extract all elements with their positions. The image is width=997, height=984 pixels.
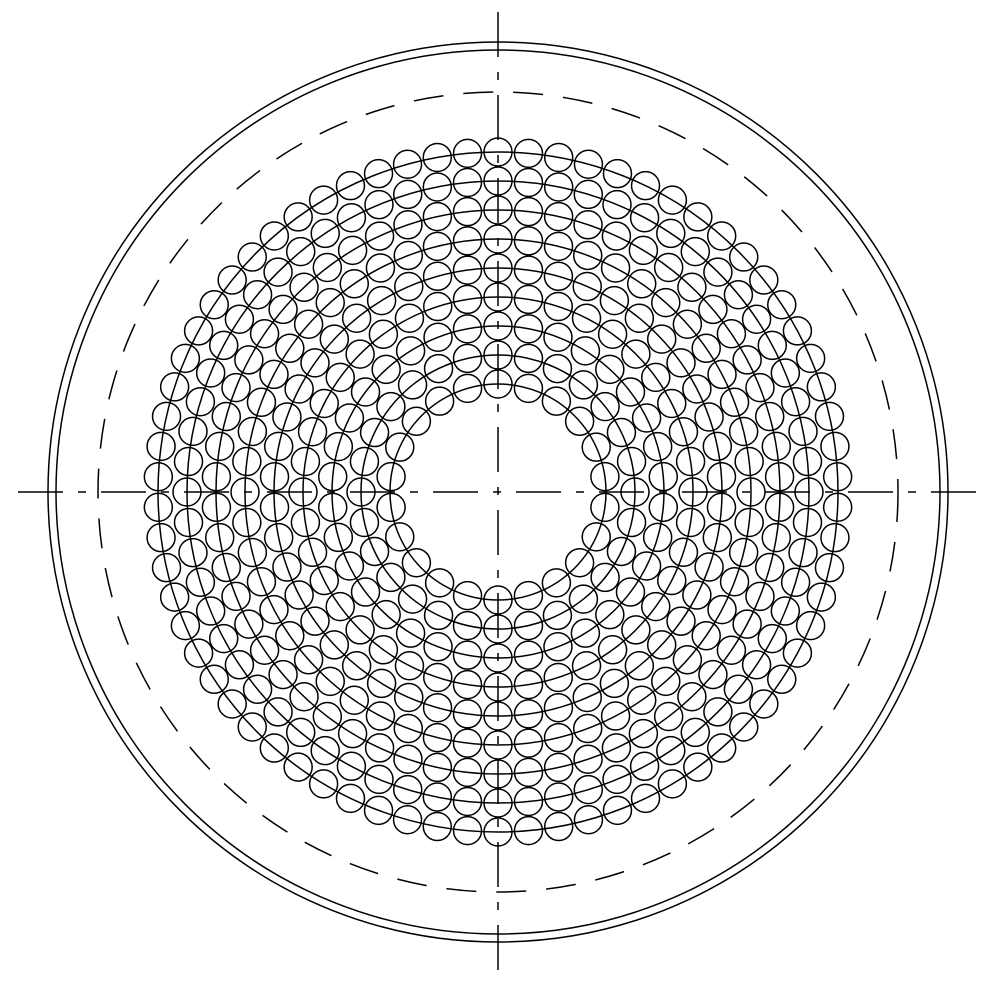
centerlines <box>18 12 978 972</box>
engineering-diagram <box>0 0 997 984</box>
